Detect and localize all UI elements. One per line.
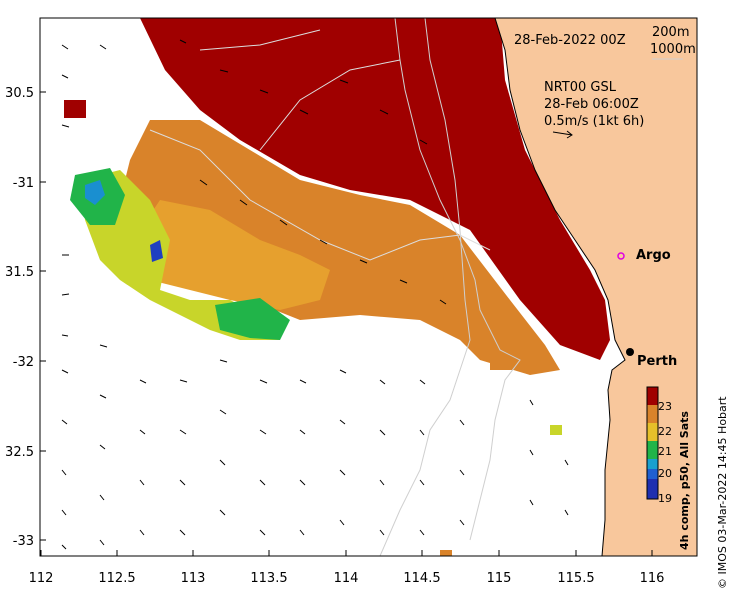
y-tick-label: -32	[13, 355, 34, 370]
x-tick-label: 116	[640, 571, 665, 586]
current-vectors	[61, 39, 569, 550]
sst-blob	[550, 425, 562, 435]
sst-blob	[440, 550, 452, 556]
contour-1000m	[379, 18, 471, 556]
sst-blue-patch	[150, 240, 163, 262]
argo-label: Argo	[636, 248, 671, 263]
colorbar-tick: 21	[658, 445, 672, 458]
contour-1000-label: 1000m	[650, 42, 696, 57]
sst-blob	[64, 100, 86, 118]
current-legend-line1: NRT00 GSL	[544, 80, 617, 95]
y-tick-label: 32.5	[5, 445, 34, 460]
scale-arrow-icon	[552, 130, 573, 139]
colorbar-tick: 19	[658, 492, 672, 505]
x-tick-label: 115	[487, 571, 512, 586]
y-tick-label: 30.5	[5, 86, 34, 101]
perth-label: Perth	[637, 354, 677, 369]
y-tick-label: 31.5	[5, 265, 34, 280]
perth-marker	[626, 348, 634, 356]
y-tick-label: -33	[13, 534, 34, 549]
coastline	[494, 18, 626, 556]
sst-front-region	[100, 120, 560, 375]
sst-cyan-patch	[85, 180, 105, 205]
x-tick-label: 113.5	[250, 571, 287, 586]
colorbar-label: 4h comp, p50, All Sats	[678, 411, 691, 550]
current-legend-line3: 0.5m/s (1kt 6h)	[544, 114, 644, 129]
x-tick-label: 114.5	[403, 571, 440, 586]
x-tick-label: 115.5	[557, 571, 594, 586]
sst-cool-region	[80, 170, 280, 340]
sst-warm-region	[140, 18, 610, 360]
sst-green-patch-2	[215, 298, 290, 340]
y-tick-label: -31	[13, 176, 34, 191]
x-tick-label: 112	[29, 571, 54, 586]
map-frame	[39, 17, 698, 557]
date-label: 28-Feb-2022 00Z	[514, 33, 626, 48]
x-axis-ticks	[40, 550, 653, 556]
current-legend-line2: 28-Feb 06:00Z	[544, 97, 639, 112]
y-axis-ticks	[40, 91, 46, 541]
contour-200-label: 200m	[652, 25, 689, 40]
contour-200m	[394, 18, 521, 541]
contour-line	[149, 29, 491, 261]
argo-marker	[617, 252, 625, 260]
x-tick-label: 114	[334, 571, 359, 586]
colorbar-tick: 22	[658, 425, 672, 438]
sst-mid-region	[130, 200, 330, 310]
x-tick-label: 112.5	[98, 571, 135, 586]
colorbar-tick: 20	[658, 467, 672, 480]
colorbar-tick: 23	[658, 400, 672, 413]
x-tick-label: 113	[181, 571, 206, 586]
credit-text: © IMOS 03-Mar-2022 14:45 Hobart	[716, 396, 729, 589]
colorbar	[646, 386, 659, 500]
sst-blob	[490, 345, 530, 370]
